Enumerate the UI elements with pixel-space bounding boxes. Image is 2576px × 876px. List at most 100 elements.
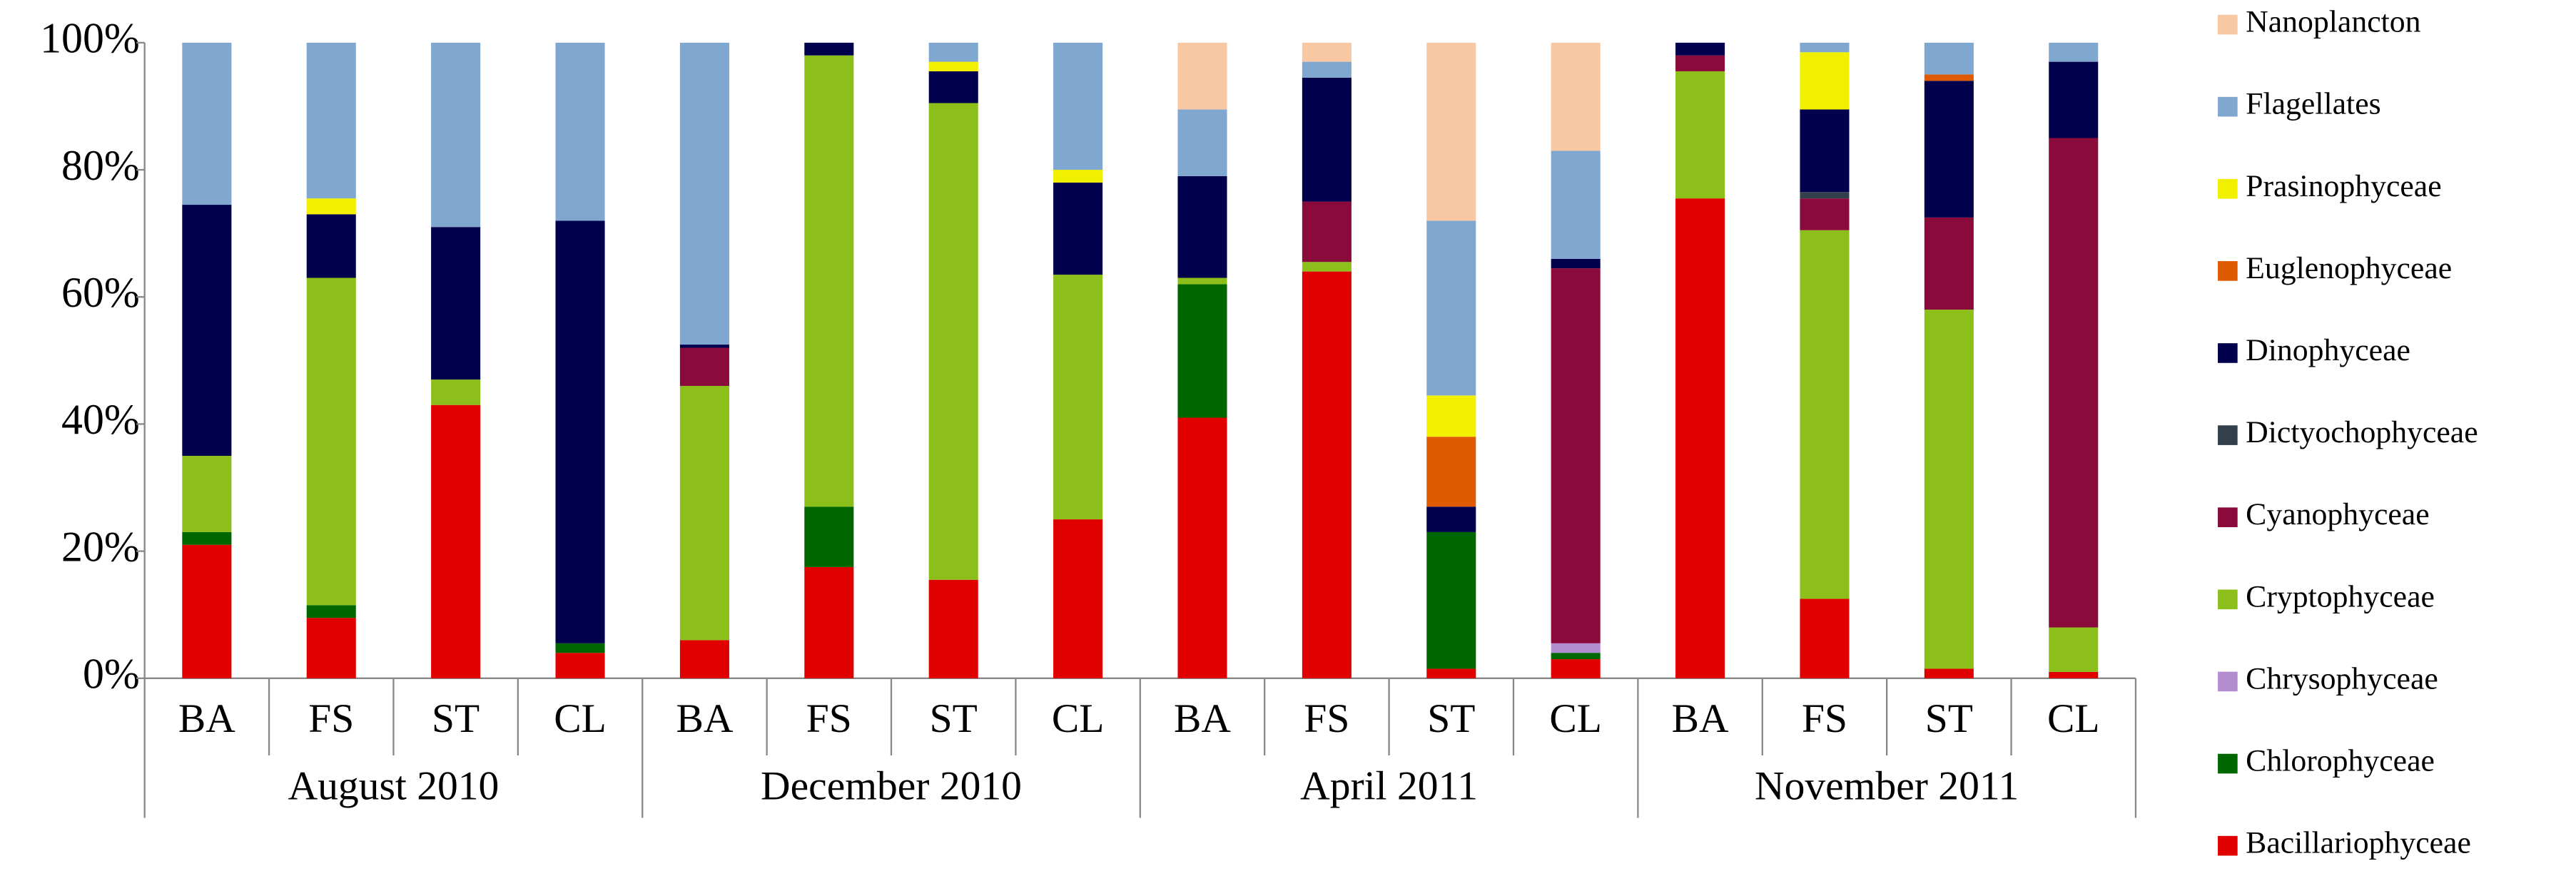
- x-tick-label: BA: [1672, 696, 1729, 741]
- bar-segment: [1924, 668, 1974, 678]
- legend-swatch: [2218, 671, 2238, 692]
- bar-segment: [1800, 109, 1850, 193]
- bar-segment: [1302, 77, 1352, 202]
- bar-segment: [804, 506, 854, 567]
- x-tick-label: BA: [676, 696, 733, 741]
- bar-segment: [2049, 138, 2099, 628]
- bar-segment: [182, 205, 232, 456]
- bar-segment: [182, 42, 232, 205]
- legend-swatch: [2218, 96, 2238, 117]
- bar-segment: [1426, 220, 1476, 396]
- bar-segment: [1551, 659, 1601, 678]
- x-tick-label: CL: [1052, 696, 1105, 741]
- bar-segment: [1177, 417, 1227, 678]
- legend-label: Nanoplancton: [2246, 5, 2420, 39]
- legend-label: Flagellates: [2246, 87, 2380, 121]
- bar-segment: [679, 345, 729, 348]
- bar-segment: [679, 640, 729, 678]
- y-tick-label: 80%: [61, 142, 140, 189]
- y-tick-label: 60%: [61, 269, 140, 316]
- bar-segment: [1302, 262, 1352, 272]
- bar-segment: [1675, 198, 1725, 678]
- legend-label: Bacillariophyceae: [2246, 826, 2471, 860]
- bar-segment: [306, 42, 356, 199]
- legend-swatch: [2218, 835, 2238, 856]
- bar-segment: [1177, 175, 1227, 278]
- x-tick-label: ST: [930, 696, 978, 741]
- y-tick-label: 100%: [40, 15, 140, 62]
- x-tick-label: FS: [1304, 696, 1349, 741]
- bar-segment: [1800, 42, 1850, 53]
- legend-label: Chlorophyceae: [2246, 744, 2435, 778]
- bar-segment: [306, 198, 356, 215]
- group-label: December 2010: [761, 764, 1022, 809]
- x-tick-label: FS: [1802, 696, 1847, 741]
- bar-segment: [1302, 61, 1352, 78]
- bar-segment: [1177, 42, 1227, 110]
- x-tick-label: ST: [1925, 696, 1973, 741]
- bar-segment: [1053, 170, 1103, 183]
- bar-segment: [555, 220, 605, 643]
- legend-swatch: [2218, 425, 2238, 445]
- bar-segment: [431, 404, 481, 678]
- bar-segment: [1800, 192, 1850, 199]
- bar-segment: [1302, 201, 1352, 263]
- y-tick-label: 20%: [61, 523, 140, 570]
- bar-segment: [804, 55, 854, 507]
- bar-segment: [306, 214, 356, 278]
- bar-segment: [928, 103, 978, 580]
- x-tick-label: CL: [554, 696, 607, 741]
- bar-segment: [1924, 217, 1974, 310]
- bar-segment: [804, 566, 854, 678]
- bar-segment: [1924, 42, 1974, 75]
- bar-segment: [555, 653, 605, 678]
- bar-segment: [1302, 42, 1352, 62]
- bar-segment: [1675, 71, 1725, 199]
- legend-swatch: [2218, 261, 2238, 281]
- legend-label: Cryptophyceae: [2246, 579, 2435, 613]
- legend-swatch: [2218, 507, 2238, 528]
- bar-segment: [431, 42, 481, 228]
- y-tick-label: 40%: [61, 396, 140, 443]
- bar-segment: [1177, 109, 1227, 176]
- bar-segment: [1053, 182, 1103, 275]
- bar-segment: [928, 579, 978, 678]
- bar-segment: [1053, 275, 1103, 520]
- x-tick-label: ST: [1427, 696, 1475, 741]
- bar-segment: [1800, 599, 1850, 678]
- group-label: November 2011: [1755, 764, 2019, 809]
- bar-segment: [2049, 42, 2099, 62]
- bar-segment: [1800, 52, 1850, 110]
- bar-segment: [1800, 230, 1850, 599]
- bar-segment: [306, 605, 356, 618]
- bar-segment: [1426, 668, 1476, 678]
- bar-segment: [1551, 653, 1601, 660]
- bar-segment: [1426, 506, 1476, 532]
- bar-segment: [1675, 42, 1725, 56]
- bar-segment: [1924, 81, 1974, 218]
- bar-segment: [555, 42, 605, 221]
- legend-label: Dictyochophyceae: [2246, 415, 2478, 449]
- bar-segment: [431, 227, 481, 380]
- bar-segment: [2049, 627, 2099, 672]
- bar-segment: [1426, 531, 1476, 669]
- legend-label: Prasinophyceae: [2246, 169, 2441, 203]
- bar-segment: [1800, 198, 1850, 230]
- bar-segment: [928, 71, 978, 103]
- legend-label: Euglenophyceae: [2246, 251, 2452, 285]
- bar-segment: [1053, 42, 1103, 170]
- group-label: April 2011: [1300, 764, 1478, 809]
- x-tick-label: ST: [432, 696, 480, 741]
- bar-segment: [1302, 271, 1352, 678]
- bar-segment: [431, 380, 481, 405]
- bar-segment: [1426, 395, 1476, 437]
- bar-segment: [1551, 268, 1601, 643]
- bar-segment: [2049, 61, 2099, 138]
- bar-segment: [1177, 277, 1227, 285]
- bar-segment: [555, 643, 605, 653]
- bar-segment: [928, 61, 978, 71]
- bar-segment: [182, 544, 232, 678]
- x-tick-label: BA: [1174, 696, 1231, 741]
- bar-segment: [1551, 42, 1601, 151]
